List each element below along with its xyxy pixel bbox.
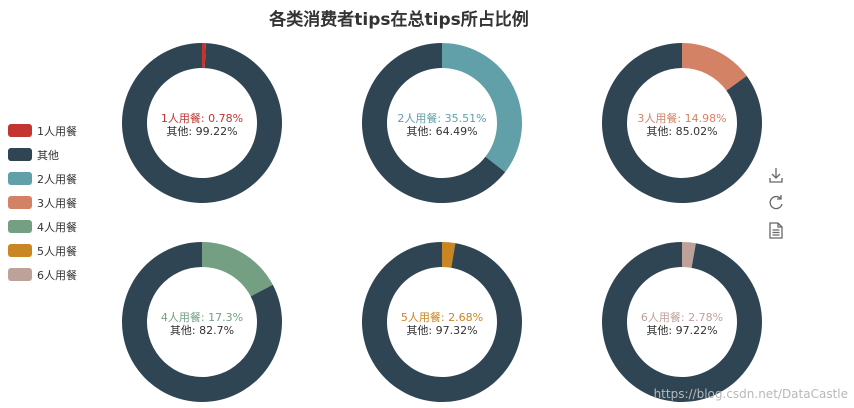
refresh-icon[interactable]	[769, 195, 783, 210]
legend-swatch	[8, 220, 32, 233]
download-icon[interactable]	[769, 168, 783, 183]
data-view-icon[interactable]	[769, 222, 783, 239]
legend-label: 4人用餐	[37, 220, 77, 234]
donut-other-label: 其他: 85.02%	[646, 125, 717, 138]
donut-slice[interactable]	[202, 43, 206, 69]
donut-other-label: 其他: 97.22%	[646, 324, 717, 337]
donut-chart: 2人用餐: 35.51%其他: 64.49%	[362, 43, 522, 203]
donut-label: 3人用餐: 14.98%	[637, 111, 726, 125]
chart-title: 各类消费者tips在总tips所占比例	[268, 9, 528, 30]
legend-swatch	[8, 124, 32, 137]
donut-chart: 3人用餐: 14.98%其他: 85.02%	[601, 43, 762, 203]
donut-slice[interactable]	[442, 242, 456, 268]
toolbox	[769, 168, 783, 239]
legend-swatch	[8, 244, 32, 257]
legend-swatch	[8, 148, 32, 161]
donut-chart: 5人用餐: 2.68%其他: 97.32%	[362, 242, 522, 402]
legend-item[interactable]: 2人用餐	[8, 172, 77, 186]
legend-item[interactable]: 3人用餐	[8, 196, 77, 210]
legend-label: 5人用餐	[37, 244, 77, 258]
legend-label: 2人用餐	[37, 172, 77, 186]
legend-swatch	[8, 268, 32, 281]
donut-slice[interactable]	[202, 242, 273, 297]
donut-label: 2人用餐: 35.51%	[397, 111, 486, 125]
legend-label: 3人用餐	[37, 196, 77, 210]
donut-slice-other[interactable]	[362, 242, 522, 402]
legend-swatch	[8, 196, 32, 209]
donut-label: 4人用餐: 17.3%	[161, 310, 243, 324]
legend-item[interactable]: 6人用餐	[8, 268, 77, 282]
donut-other-label: 其他: 97.32%	[406, 324, 477, 337]
legend-item[interactable]: 1人用餐	[8, 124, 77, 138]
donut-slice-other[interactable]	[362, 43, 506, 203]
legend-item[interactable]: 5人用餐	[8, 244, 77, 258]
donut-other-label: 其他: 99.22%	[166, 125, 237, 138]
donut-other-label: 其他: 82.7%	[170, 324, 234, 337]
legend-label: 6人用餐	[37, 268, 77, 282]
donut-label: 1人用餐: 0.78%	[161, 111, 243, 125]
legend-label: 其他	[37, 149, 59, 162]
donut-slice-other[interactable]	[122, 242, 283, 403]
legend-item[interactable]: 4人用餐	[8, 220, 77, 234]
donut-slice-other[interactable]	[602, 242, 763, 403]
donut-charts: 1人用餐: 0.78%其他: 99.22% 2人用餐: 35.51%其他: 64.…	[122, 43, 763, 403]
donut-chart: 6人用餐: 2.78%其他: 97.22%	[602, 242, 763, 403]
donut-slice[interactable]	[682, 43, 747, 91]
donut-slice[interactable]	[442, 43, 522, 173]
legend-item[interactable]: 其他	[8, 148, 59, 162]
legend-label: 1人用餐	[37, 124, 77, 138]
donut-chart: 1人用餐: 0.78%其他: 99.22%	[122, 43, 283, 203]
donut-label: 6人用餐: 2.78%	[641, 310, 723, 324]
donut-slice[interactable]	[682, 242, 696, 268]
watermark: https://blog.csdn.net/DataCastle	[654, 387, 848, 401]
donut-chart: 4人用餐: 17.3%其他: 82.7%	[122, 242, 283, 403]
donut-other-label: 其他: 64.49%	[406, 125, 477, 138]
donut-label: 5人用餐: 2.68%	[401, 310, 483, 324]
legend-swatch	[8, 172, 32, 185]
donut-slice-other[interactable]	[601, 43, 762, 203]
donut-slice-other[interactable]	[122, 43, 283, 203]
